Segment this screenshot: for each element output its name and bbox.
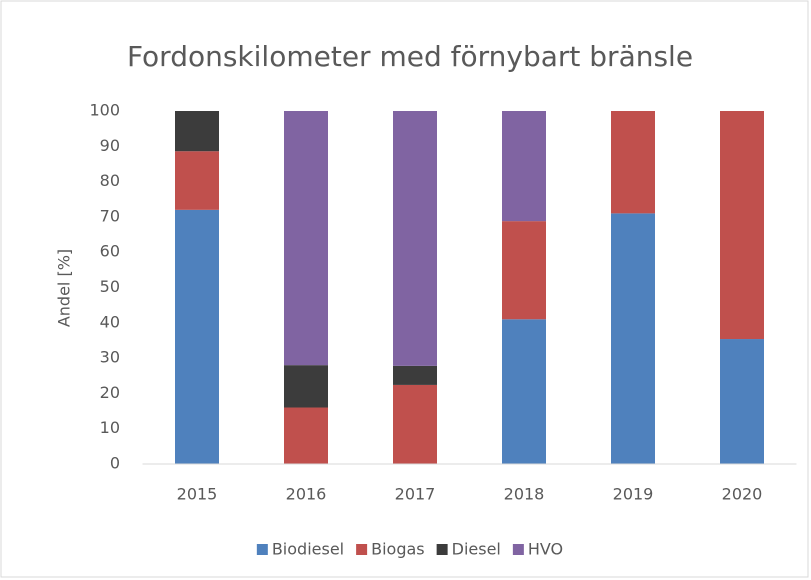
legend-label: Diesel — [452, 540, 501, 559]
y-tick-label: 50 — [100, 277, 120, 296]
y-tick-label: 100 — [89, 101, 120, 120]
y-tick-label: 20 — [100, 383, 120, 402]
x-tick-label: 2017 — [395, 485, 436, 504]
legend-swatch — [356, 544, 368, 555]
x-tick-label: 2015 — [177, 485, 218, 504]
y-tick-label: 90 — [100, 136, 120, 155]
bar-segment — [175, 111, 219, 152]
legend-swatch — [512, 544, 524, 555]
y-tick-label: 80 — [100, 171, 120, 190]
y-tick-label: 40 — [100, 312, 120, 331]
bar-segment — [720, 111, 764, 340]
bar-segment — [502, 111, 546, 222]
x-tick-label: 2018 — [504, 485, 545, 504]
bar-segment — [284, 365, 328, 408]
bar-segment — [393, 111, 437, 366]
bar-segment — [393, 365, 437, 385]
y-tick-label: 60 — [100, 242, 120, 261]
bar-segment — [284, 407, 328, 464]
x-tick-label: 2016 — [286, 485, 327, 504]
bar-segment — [393, 384, 437, 464]
chart-title: Fordonskilometer med förnybart bränsle — [127, 40, 693, 73]
legend-label: Biodiesel — [272, 540, 344, 559]
bar-segment — [175, 151, 219, 210]
bar-segment — [502, 221, 546, 320]
y-tick-label: 0 — [110, 454, 120, 473]
legend-swatch — [436, 544, 448, 555]
legend-label: Biogas — [371, 540, 425, 559]
y-tick-label: 30 — [100, 348, 120, 367]
bar-segment — [611, 111, 655, 214]
bar-segment — [284, 111, 328, 366]
y-tick-label: 10 — [100, 418, 120, 437]
bar-segment — [502, 319, 546, 464]
bar-segment — [720, 339, 764, 464]
y-tick-label: 70 — [100, 206, 120, 225]
bar-segment — [175, 209, 219, 464]
legend-swatch — [256, 544, 268, 555]
legend-label: HVO — [528, 540, 563, 559]
bar-segment — [611, 213, 655, 464]
x-tick-label: 2020 — [722, 485, 763, 504]
y-axis-label: Andel [%] — [55, 249, 74, 327]
x-tick-label: 2019 — [613, 485, 654, 504]
